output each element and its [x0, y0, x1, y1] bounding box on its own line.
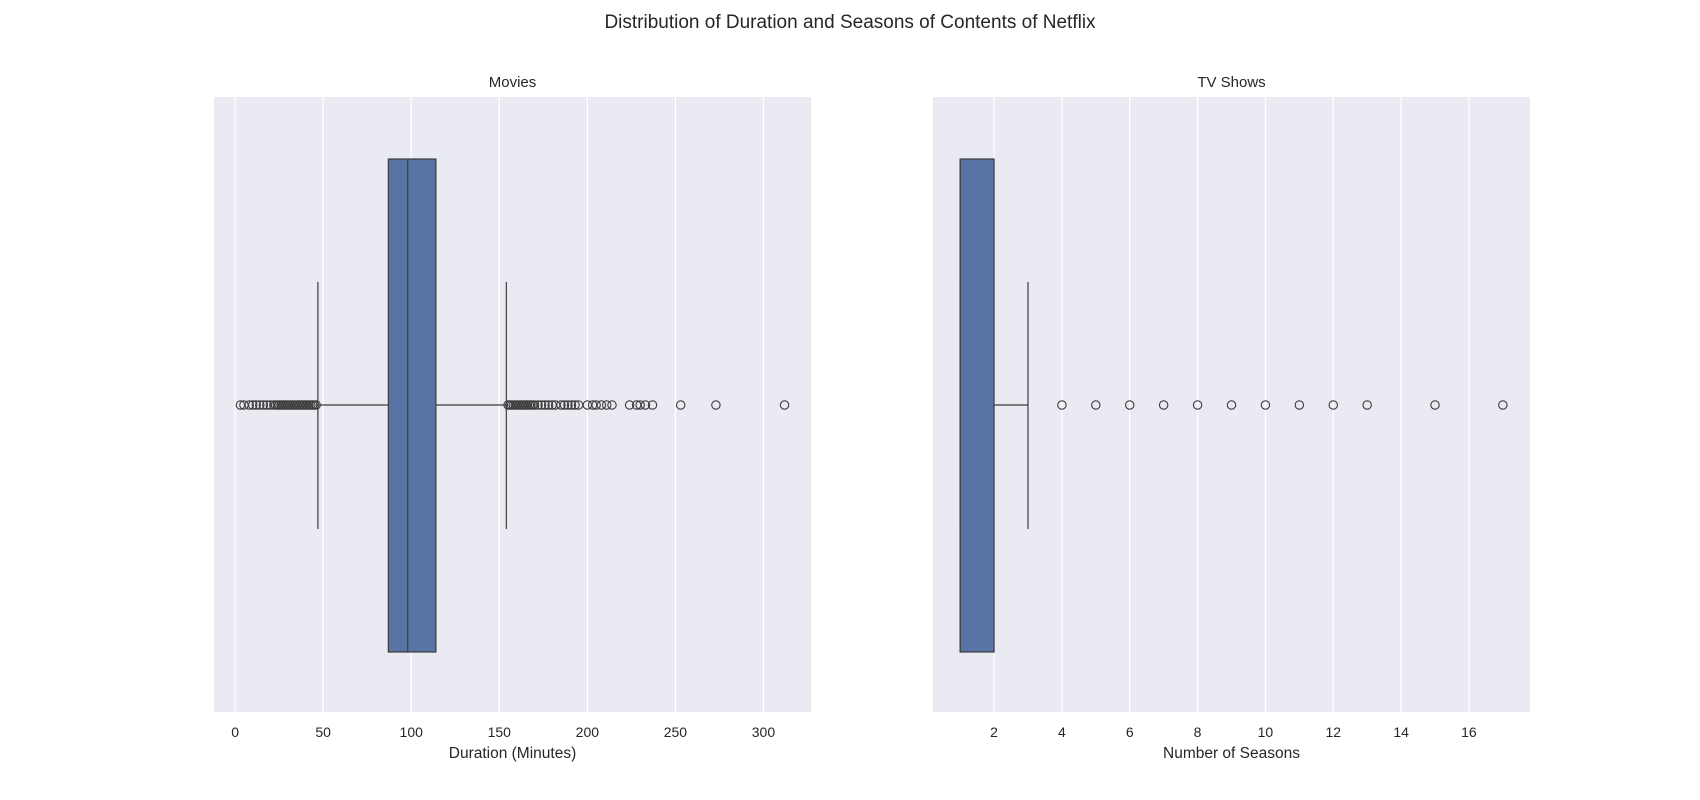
outlier-point [1057, 400, 1067, 410]
panel-title: Movies [489, 74, 537, 91]
x-tick-label: 2 [990, 724, 998, 740]
outlier-point [1430, 400, 1440, 410]
outlier-point [563, 400, 573, 410]
outlier-point [1498, 400, 1508, 410]
outlier-point [1362, 400, 1372, 410]
outlier-point [311, 400, 321, 410]
x-tick-label: 8 [1194, 724, 1202, 740]
x-tick-label: 10 [1258, 724, 1274, 740]
outlier-point [566, 400, 577, 410]
x-tick-label: 6 [1126, 724, 1134, 740]
iqr-box [959, 158, 995, 653]
tv-shows-panel: 2 4 6 8 10 12 14 16 TV Shows Number of Seasons [933, 74, 1530, 762]
outlier-point [596, 400, 607, 410]
outlier-point [251, 400, 262, 410]
iqr-box [387, 158, 437, 653]
outlier-point [635, 400, 645, 410]
outlier-point [1091, 400, 1101, 410]
x-tick-label: 12 [1325, 724, 1341, 740]
outlier-point [779, 400, 790, 410]
outlier-point [675, 400, 686, 410]
figure-title: Distribution of Duration and Seasons of … [604, 12, 1096, 33]
x-tick-label: 16 [1461, 724, 1477, 740]
outlier-point [559, 400, 570, 410]
outlier-point [536, 400, 547, 410]
x-tick-label: 100 [400, 724, 424, 740]
outlier-point [529, 400, 540, 410]
outlier-point [1192, 400, 1203, 410]
outlier-point [591, 400, 601, 410]
x-axis-label: Number of Seasons [1163, 745, 1300, 762]
panel-title: TV Shows [1197, 74, 1265, 91]
outlier-point [711, 400, 721, 410]
outlier-point [601, 400, 612, 410]
x-axis-label: Duration (Minutes) [449, 745, 577, 762]
outlier-point [1226, 400, 1237, 410]
x-tick-label: 300 [752, 724, 776, 740]
outlier-point [1124, 400, 1135, 410]
outlier-point [540, 400, 550, 410]
movies-panel: 0 50 100 150 200 250 300 Movies Duration (Minute… [214, 74, 811, 762]
x-tick-label: 250 [664, 724, 688, 740]
outlier-point [640, 400, 651, 410]
x-tick-label: 14 [1393, 724, 1409, 740]
outlier-point [624, 400, 635, 410]
outlier-point [647, 400, 658, 410]
outlier-point [1328, 400, 1339, 410]
outlier-point [533, 400, 543, 410]
outlier-point [258, 400, 269, 410]
x-tick-label: 0 [231, 724, 239, 740]
x-tick-label: 200 [576, 724, 600, 740]
outlier-point [1294, 400, 1305, 410]
x-tick-label: 150 [488, 724, 512, 740]
outlier-point [570, 400, 580, 410]
outlier-point [556, 400, 566, 410]
x-tick-label: 50 [315, 724, 331, 740]
x-tick-label: 4 [1058, 724, 1066, 740]
outlier-point [543, 400, 554, 410]
outlier-point [247, 400, 258, 410]
outlier-point [1158, 400, 1169, 410]
outlier-point [1260, 400, 1271, 410]
outlier-point [255, 400, 265, 410]
outlier-point [244, 400, 254, 410]
outlier-point [607, 400, 617, 410]
